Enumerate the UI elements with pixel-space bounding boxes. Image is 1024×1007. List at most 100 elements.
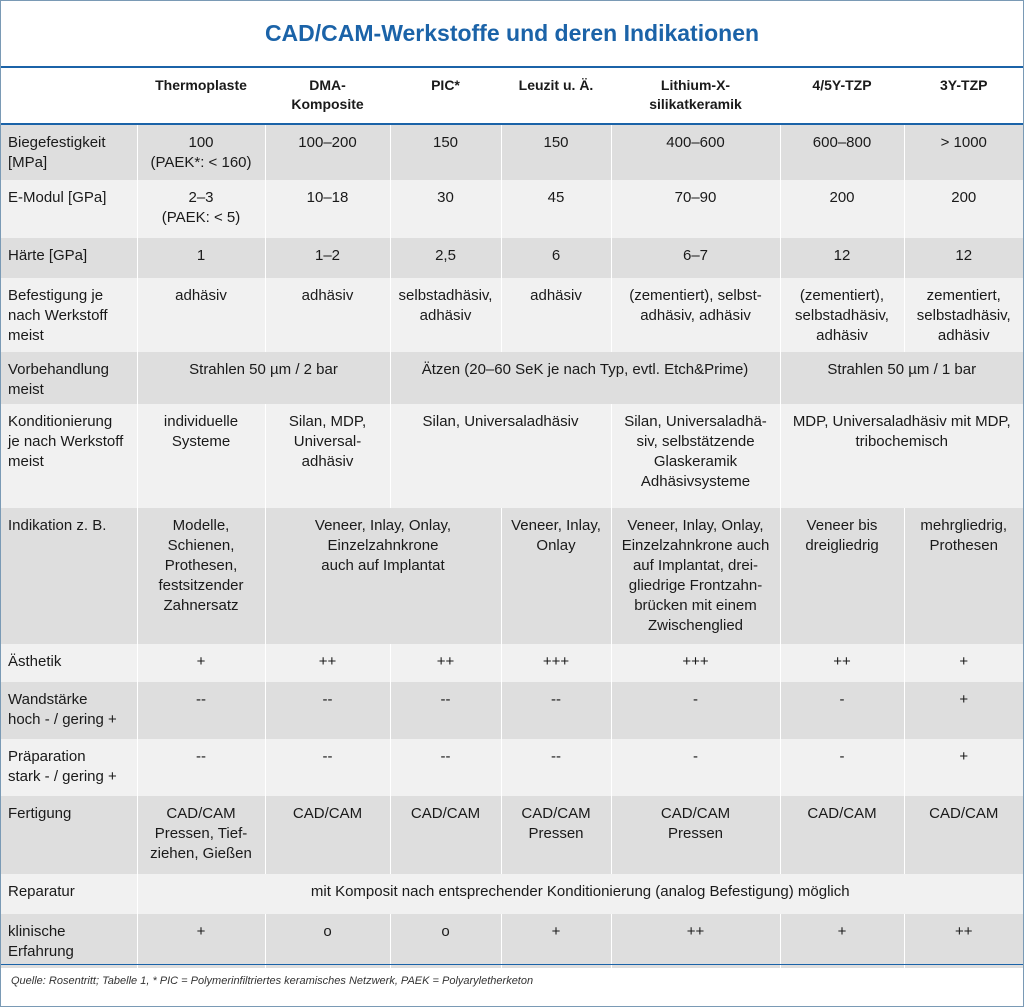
cell-span: Veneer, Inlay, Onlay, Einzelzahnkrone auch… bbox=[264, 508, 501, 644]
cell: 6–7 bbox=[610, 238, 780, 278]
cell: ++ bbox=[264, 644, 390, 682]
cell: - bbox=[779, 739, 904, 796]
cell: selbstadhäsiv, adhäsiv bbox=[389, 278, 501, 352]
cell-span: Strahlen 50 µm / 1 bar bbox=[779, 352, 1023, 404]
cell: 45 bbox=[500, 180, 611, 238]
cell: 100–200 bbox=[264, 124, 390, 180]
cell: CAD/CAM Pressen bbox=[610, 796, 780, 874]
cell: 400–600 bbox=[610, 124, 780, 180]
title-bar: CAD/CAM-Werkstoffe und deren Indikatione… bbox=[1, 1, 1023, 68]
cell: CAD/CAM bbox=[779, 796, 904, 874]
cell: + bbox=[903, 682, 1023, 739]
row-label: Konditionierung je nach Werkstoff meist bbox=[1, 404, 137, 508]
cell: - bbox=[610, 682, 780, 739]
cell: -- bbox=[264, 682, 390, 739]
row-label: E-Modul [GPa] bbox=[1, 180, 137, 238]
cell: 2–3 (PAEK: < 5) bbox=[136, 180, 265, 238]
cell: adhäsiv bbox=[264, 278, 390, 352]
row-label: Vorbehandlung meist bbox=[1, 352, 137, 404]
source-note: Quelle: Rosentritt; Tabelle 1, * PIC = P… bbox=[11, 975, 534, 987]
row-befestigung: Befestigung je nach Werkstoff meist adhäsi… bbox=[1, 278, 1023, 352]
cell: + bbox=[136, 644, 265, 682]
cell: 1–2 bbox=[264, 238, 390, 278]
cell: ++ bbox=[903, 914, 1023, 968]
cell: + bbox=[136, 914, 265, 968]
cell: Silan, Universaladhä-siv, selbstätzende G… bbox=[610, 404, 780, 508]
row-label: Wandstärke hoch - / gering + bbox=[1, 682, 137, 739]
row-fertigung: Fertigung CAD/CAM Pressen, Tief-ziehen, G… bbox=[1, 796, 1023, 874]
cell: 12 bbox=[779, 238, 904, 278]
cell-span: Ätzen (20–60 SeK je nach Typ, evtl. Etch… bbox=[389, 352, 780, 404]
row-label: Härte [GPa] bbox=[1, 238, 137, 278]
source-divider bbox=[1, 964, 1023, 965]
cell-span: Strahlen 50 µm / 2 bar bbox=[136, 352, 390, 404]
cell: 100 (PAEK*: < 160) bbox=[136, 124, 265, 180]
cell: 200 bbox=[779, 180, 904, 238]
row-label: Indikation z. B. bbox=[1, 508, 137, 644]
cell-span: Silan, Universaladhäsiv bbox=[389, 404, 611, 508]
row-wandstaerke: Wandstärke hoch - / gering + -- -- -- -- … bbox=[1, 682, 1023, 739]
cell: -- bbox=[500, 682, 611, 739]
cell: Veneer bis dreigliedrig bbox=[779, 508, 904, 644]
cell: + bbox=[500, 914, 611, 968]
cell: 2,5 bbox=[389, 238, 501, 278]
cell: -- bbox=[136, 682, 265, 739]
materials-table: Thermoplaste DMA- Komposite PIC* Leuzit u… bbox=[1, 68, 1023, 968]
cell: Veneer, Inlay, Onlay bbox=[500, 508, 611, 644]
row-konditionierung: Konditionierung je nach Werkstoff meist in… bbox=[1, 404, 1023, 508]
cell: 600–800 bbox=[779, 124, 904, 180]
row-label: Biegefestigkeit [MPa] bbox=[1, 124, 137, 180]
row-aesthetik: Ästhetik + ++ ++ +++ +++ ++ + bbox=[1, 644, 1023, 682]
cell: -- bbox=[389, 682, 501, 739]
header-dma-komposite: DMA- Komposite bbox=[264, 68, 390, 125]
row-haerte: Härte [GPa] 1 1–2 2,5 6 6–7 12 12 bbox=[1, 238, 1023, 278]
cell: + bbox=[779, 914, 904, 968]
row-klinische-erfahrung: klinische Erfahrung + o o + ++ + ++ bbox=[1, 914, 1023, 968]
row-label: klinische Erfahrung bbox=[1, 914, 137, 968]
cell: CAD/CAM bbox=[903, 796, 1023, 874]
cell: CAD/CAM bbox=[264, 796, 390, 874]
cell: Modelle, Schienen, Prothesen, festsitzender… bbox=[136, 508, 265, 644]
cell: 12 bbox=[903, 238, 1023, 278]
header-lithium-x-silikatkeramik: Lithium-X-silikatkeramik bbox=[610, 68, 780, 125]
cell: individuelle Systeme bbox=[136, 404, 265, 508]
cell: 1 bbox=[136, 238, 265, 278]
cell: ++ bbox=[389, 644, 501, 682]
cell: adhäsiv bbox=[136, 278, 265, 352]
cell-span: mit Komposit nach entsprechender Konditi… bbox=[136, 874, 1023, 914]
cell: zementiert, selbstadhäsiv, adhäsiv bbox=[903, 278, 1023, 352]
row-indikation: Indikation z. B. Modelle, Schienen, Prothe… bbox=[1, 508, 1023, 644]
row-biegefestigkeit: Biegefestigkeit [MPa] 100 (PAEK*: < 160) 1… bbox=[1, 124, 1023, 180]
cell: (zementiert), selbstadhäsiv, adhäsiv bbox=[779, 278, 904, 352]
cell-span: MDP, Universaladhäsiv mit MDP, tribochemi… bbox=[779, 404, 1023, 508]
row-label: Fertigung bbox=[1, 796, 137, 874]
cell: o bbox=[389, 914, 501, 968]
row-vorbehandlung: Vorbehandlung meist Strahlen 50 µm / 2 ba… bbox=[1, 352, 1023, 404]
cell: Veneer, Inlay, Onlay, Einzelzahnkrone auc… bbox=[610, 508, 780, 644]
page-title: CAD/CAM-Werkstoffe und deren Indikatione… bbox=[264, 20, 760, 46]
cell: ++ bbox=[779, 644, 904, 682]
cell: -- bbox=[136, 739, 265, 796]
header-pic: PIC* bbox=[389, 68, 501, 125]
cell: (zementiert), selbst-adhäsiv, adhäsiv bbox=[610, 278, 780, 352]
cell: 70–90 bbox=[610, 180, 780, 238]
row-label: Befestigung je nach Werkstoff meist bbox=[1, 278, 137, 352]
header-empty bbox=[1, 68, 137, 125]
header-row: Thermoplaste DMA- Komposite PIC* Leuzit u… bbox=[1, 68, 1023, 125]
header-4-5y-tzp: 4/5Y-TZP bbox=[779, 68, 904, 125]
cell: +++ bbox=[610, 644, 780, 682]
header-thermoplaste: Thermoplaste bbox=[136, 68, 265, 125]
cell: CAD/CAM Pressen, Tief-ziehen, Gießen bbox=[136, 796, 265, 874]
row-reparatur: Reparatur mit Komposit nach entsprechend… bbox=[1, 874, 1023, 914]
cell: +++ bbox=[500, 644, 611, 682]
cell: 30 bbox=[389, 180, 501, 238]
row-label: Reparatur bbox=[1, 874, 137, 914]
header-3y-tzp: 3Y-TZP bbox=[903, 68, 1023, 125]
cell: + bbox=[903, 644, 1023, 682]
cell: 6 bbox=[500, 238, 611, 278]
cell: o bbox=[264, 914, 390, 968]
row-e-modul: E-Modul [GPa] 2–3 (PAEK: < 5) 10–18 30 45… bbox=[1, 180, 1023, 238]
cell: -- bbox=[389, 739, 501, 796]
cell: ++ bbox=[610, 914, 780, 968]
cell: - bbox=[779, 682, 904, 739]
